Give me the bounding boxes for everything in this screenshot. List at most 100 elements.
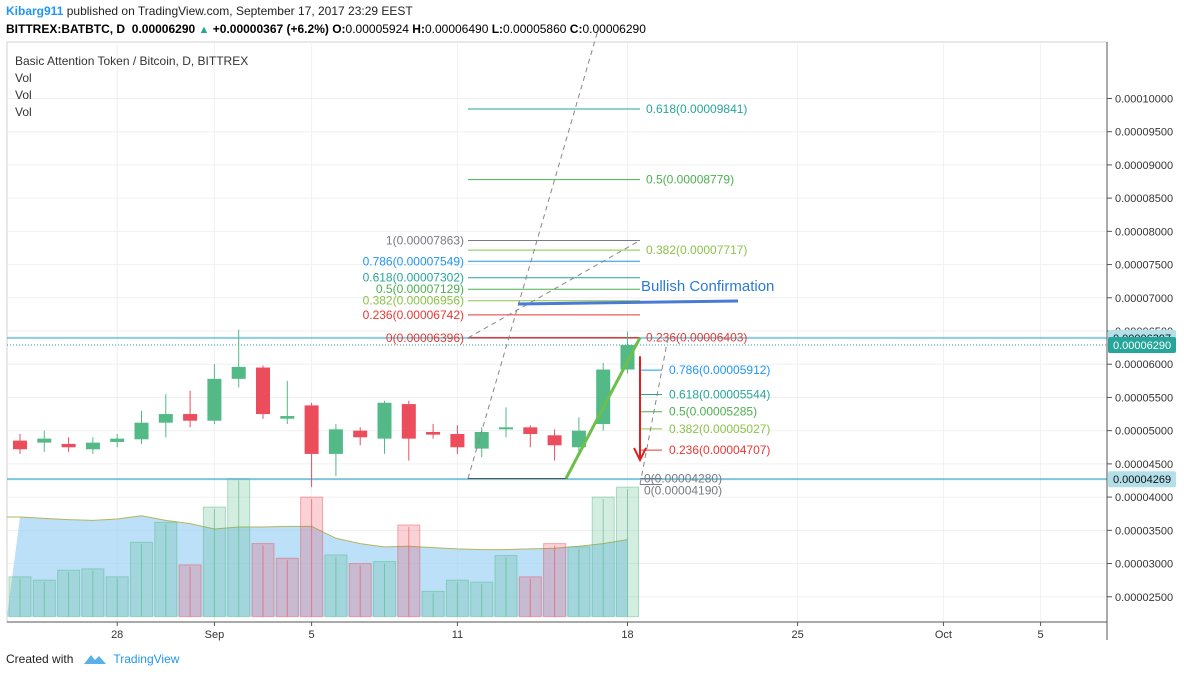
x-tick-label: 5 xyxy=(1038,629,1044,641)
candle-body xyxy=(110,438,125,442)
x-tick-label: 18 xyxy=(621,629,633,641)
dashed-trendline-right xyxy=(467,240,641,339)
candle-body xyxy=(499,427,513,430)
open-label: O: xyxy=(332,22,346,36)
close-value: 0.00006290 xyxy=(582,22,646,36)
y-tick-label: 0.00003000 xyxy=(1115,559,1173,571)
author-name[interactable]: Kibarg911 xyxy=(6,4,64,18)
low-label: L: xyxy=(491,22,504,36)
y-tick-label: 0.00006000 xyxy=(1115,359,1173,371)
fib-left-label: 1(0.00007863) xyxy=(386,233,464,247)
fib-levels: 1(0.00007863) 0.786(0.00007549) 0.618(0.00… xyxy=(7,102,1107,497)
fib-right-label: 0(0.00004190) xyxy=(644,483,722,497)
volume-bars xyxy=(7,477,639,618)
candle-body xyxy=(183,414,198,421)
candle-body xyxy=(256,367,270,415)
low-value: 0.00005860 xyxy=(503,22,567,36)
publish-info: Kibarg911 published on TradingView.com, … xyxy=(6,4,413,18)
x-tick-label: 28 xyxy=(111,629,123,641)
candle-body xyxy=(377,402,392,439)
symbol-label: BITTREX:BATBTC, D xyxy=(6,22,126,36)
footer: Created with TradingView xyxy=(6,652,179,666)
y-tick-label: 0.00007000 xyxy=(1115,293,1173,305)
fib-left-label: 0.618(0.00007302) xyxy=(363,271,464,285)
x-tick-label: Oct xyxy=(935,629,952,641)
open-value: 0.00005924 xyxy=(345,22,409,36)
candle-body xyxy=(426,431,441,435)
price-axis-label: 0.00006290 xyxy=(1113,340,1171,352)
fib-right-label: 0.786(0.00005912) xyxy=(669,363,770,377)
tradingview-logo-icon xyxy=(84,655,107,664)
candle-body xyxy=(134,422,149,440)
candle-body xyxy=(620,344,635,370)
fib-ext-label: 0.5(0.00008779) xyxy=(646,173,734,187)
candle-body xyxy=(280,416,295,419)
legend-vol-2: Vol xyxy=(15,88,32,102)
change-value: +0.00000367 (+6.2%) xyxy=(212,22,329,36)
y-tick-label: 0.00005000 xyxy=(1115,426,1173,438)
candle-body xyxy=(304,405,319,454)
fib-left-label: 0.236(0.00006742) xyxy=(363,308,464,322)
close-label: C: xyxy=(569,22,583,36)
price-axis-label-bg xyxy=(1108,471,1176,488)
drawings xyxy=(467,29,739,485)
y-tick-label: 0.00007500 xyxy=(1115,260,1173,272)
last-price: 0.00006290 xyxy=(131,22,196,36)
candle-body xyxy=(13,440,27,450)
created-with-text: Created with xyxy=(6,652,74,666)
candles xyxy=(13,329,635,488)
y-tick-label: 0.00009000 xyxy=(1115,160,1173,172)
axes: 0.00010000 0.00009500 0.00009000 0.00008500… xyxy=(7,42,1176,641)
bullish-line xyxy=(517,299,739,306)
tradingview-link[interactable]: TradingView xyxy=(113,652,180,666)
x-tick-label: Sep xyxy=(205,629,225,641)
candle-body xyxy=(596,369,611,425)
y-tick-label: 0.00002500 xyxy=(1115,592,1173,604)
y-tick-label: 0.00003500 xyxy=(1115,525,1173,537)
candle-body xyxy=(207,378,222,421)
candle-body xyxy=(353,430,368,438)
fib-right-label: 0(0.00004280) xyxy=(644,471,722,485)
y-tick-label: 0.00010000 xyxy=(1115,93,1173,105)
candle-body xyxy=(401,404,416,439)
candle-body xyxy=(61,443,76,448)
dashed-trendline-down xyxy=(639,337,669,485)
red-arrow-head xyxy=(633,447,647,463)
price-axis-label: 0.00004269 xyxy=(1113,474,1171,486)
candle-body xyxy=(328,429,343,454)
publish-text: published on TradingView.com, September … xyxy=(66,4,413,18)
high-label: H: xyxy=(412,22,425,36)
high-value: 0.00006490 xyxy=(424,22,489,36)
y-tick-label: 0.00004000 xyxy=(1115,492,1173,504)
candle-body xyxy=(37,438,52,443)
price-chart[interactable]: 1(0.00007863) 0.786(0.00007549) 0.618(0.00… xyxy=(0,0,1184,650)
up-arrow-icon: ▲ xyxy=(198,24,210,36)
candle-body xyxy=(85,442,100,450)
y-tick-label: 0.00008500 xyxy=(1115,193,1173,205)
fib-right-label: 0.618(0.00005544) xyxy=(669,388,770,402)
candle-body xyxy=(474,431,489,449)
fib-left-label: 0(0.00006396) xyxy=(386,331,464,345)
green-trendline xyxy=(564,336,642,480)
bullish-confirmation-label: Bullish Confirmation xyxy=(641,278,774,295)
candle-body xyxy=(547,435,562,446)
candle-body xyxy=(571,430,586,448)
x-tick-label: 11 xyxy=(452,629,463,641)
price-axis-label-bg xyxy=(1108,336,1176,353)
x-tick-label: 25 xyxy=(791,629,803,641)
legend-vol-3: Vol xyxy=(15,105,32,119)
candle-body xyxy=(450,433,465,448)
y-tick-label: 0.00004500 xyxy=(1115,459,1173,471)
volume-ma-area xyxy=(7,515,628,617)
fib-left-label: 0.786(0.00007549) xyxy=(363,254,464,268)
fib-left-label: 0.382(0.00006956) xyxy=(363,294,464,308)
fib-right-label: 0.5(0.00005285) xyxy=(669,405,757,419)
candle-body xyxy=(523,427,538,434)
candle-body xyxy=(158,414,173,423)
x-tick-label: 5 xyxy=(309,629,315,641)
fib-right-label: 0.236(0.00004707) xyxy=(669,443,770,457)
ohlc-bar: BITTREX:BATBTC, D 0.00006290 ▲ +0.000003… xyxy=(6,22,646,36)
y-tick-label: 0.00009500 xyxy=(1115,127,1173,139)
y-tick-label: 0.00008000 xyxy=(1115,226,1173,238)
dashed-trendline-left xyxy=(467,29,599,479)
